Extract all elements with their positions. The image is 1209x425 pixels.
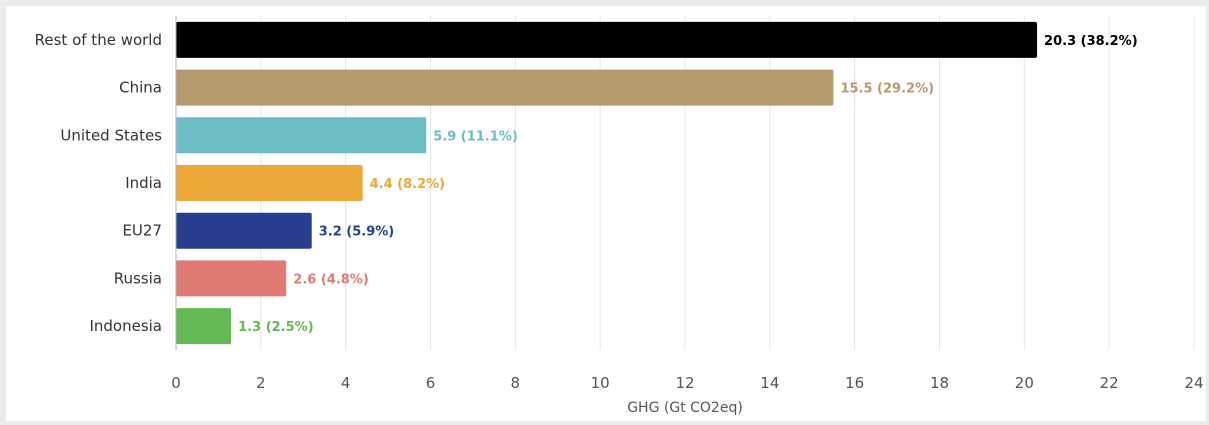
- bar: [176, 260, 287, 297]
- data-label: 1.3 (2.5%): [238, 320, 314, 335]
- category-label: China: [119, 79, 162, 97]
- data-labels: 20.3 (38.2%) 15.5 (29.2%) 5.9 (11.1%) 4.4 (…: [238, 34, 1138, 335]
- data-label: 5.9 (11.1%): [433, 129, 518, 144]
- category-label: EU27: [122, 222, 162, 240]
- x-tick-label: 12: [675, 374, 694, 392]
- category-label: Russia: [114, 269, 162, 287]
- x-tick-label: 18: [930, 374, 949, 392]
- bar: [176, 165, 363, 201]
- category-labels: Rest of the world China United States India…: [35, 31, 163, 335]
- x-tick-label: 20: [1015, 374, 1034, 392]
- category-label: Rest of the world: [35, 31, 162, 49]
- x-tick-label: 14: [760, 374, 779, 392]
- bar: [176, 212, 312, 249]
- category-label: Indonesia: [89, 317, 162, 335]
- x-tick-label: 24: [1184, 374, 1203, 392]
- x-tick-label: 2: [256, 374, 266, 392]
- bar: [176, 117, 427, 154]
- data-label: 4.4 (8.2%): [370, 177, 446, 192]
- x-tick-label: 4: [341, 374, 351, 392]
- bar: [176, 69, 834, 106]
- data-label: 2.6 (4.8%): [293, 272, 369, 287]
- x-tick-label: 8: [511, 374, 521, 392]
- category-label: United States: [60, 126, 162, 144]
- x-tick-label: 10: [591, 374, 610, 392]
- chart-card: 20.3 (38.2%) 15.5 (29.2%) 5.9 (11.1%) 4.4 (…: [6, 6, 1206, 421]
- x-axis-title: GHG (Gt CO2eq): [627, 400, 743, 416]
- data-label: 20.3 (38.2%): [1044, 34, 1138, 49]
- bar: [176, 21, 1038, 58]
- x-tick-label: 0: [171, 374, 181, 392]
- bars: [176, 21, 1038, 345]
- x-tick-label: 16: [845, 374, 864, 392]
- data-label: 3.2 (5.9%): [319, 225, 395, 240]
- bar-chart: 20.3 (38.2%) 15.5 (29.2%) 5.9 (11.1%) 4.4 (…: [35, 16, 1204, 416]
- category-label: India: [125, 174, 162, 192]
- x-tick-labels: 0 2 4 6 8 10 12 14 16 18 20 22 24: [171, 374, 1203, 392]
- data-label: 15.5 (29.2%): [840, 82, 934, 97]
- x-tick-label: 22: [1100, 374, 1119, 392]
- bar: [176, 308, 232, 345]
- x-tick-label: 6: [426, 374, 436, 392]
